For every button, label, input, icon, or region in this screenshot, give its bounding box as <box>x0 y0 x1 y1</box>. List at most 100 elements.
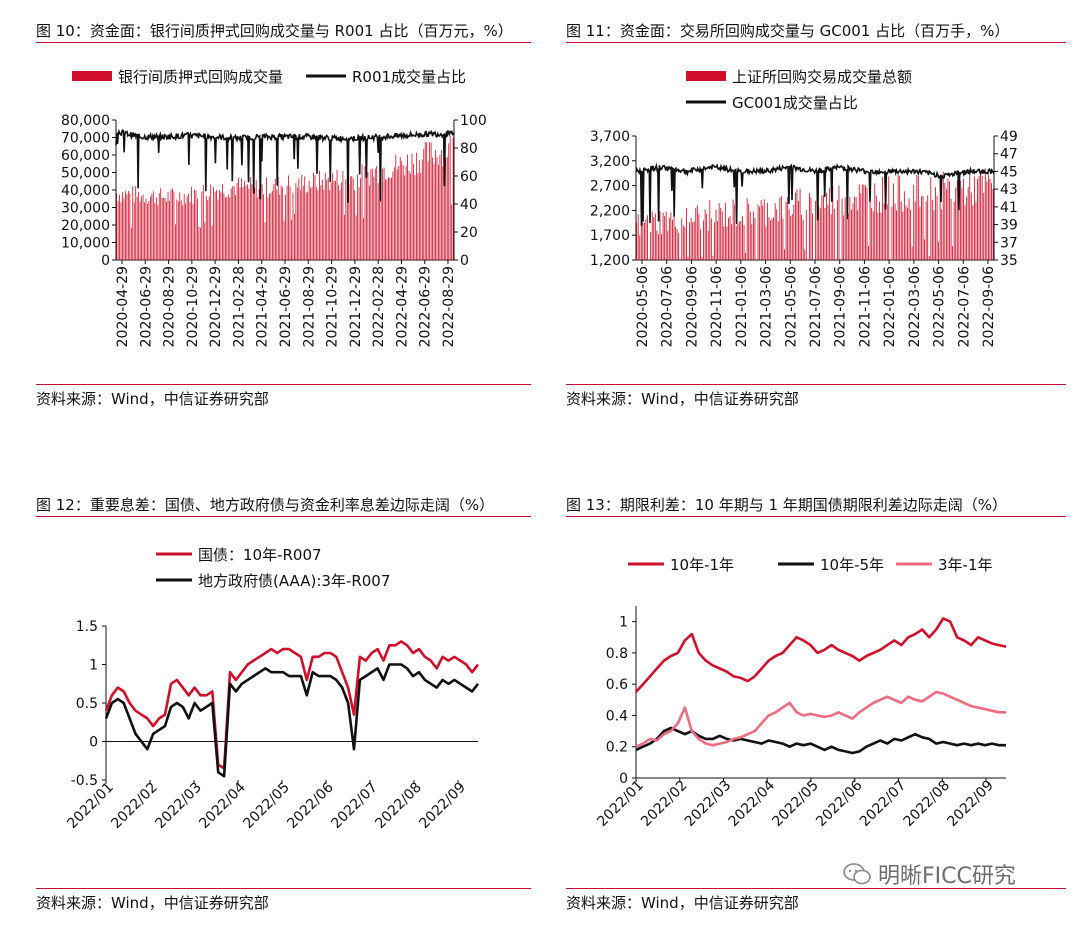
bar <box>919 206 921 260</box>
x-tick-label: 2022-01-06 <box>882 266 898 347</box>
bar <box>829 188 831 260</box>
title-rule <box>36 516 531 517</box>
bar <box>120 202 122 260</box>
bar <box>924 239 926 260</box>
bar <box>283 220 285 260</box>
bar <box>351 176 353 260</box>
bar <box>374 168 376 260</box>
bar <box>404 175 406 260</box>
bar <box>759 206 761 260</box>
bar <box>973 176 975 260</box>
bar <box>833 208 835 260</box>
x-tick-label: 2020-07-06 <box>660 266 676 347</box>
bar <box>654 213 656 260</box>
bar <box>207 200 209 260</box>
bar <box>743 225 745 260</box>
bar <box>258 188 260 260</box>
series-line <box>115 129 455 203</box>
legend-label: 国债：10年-R007 <box>198 546 322 564</box>
bar <box>793 204 795 260</box>
bar <box>338 185 339 260</box>
bar <box>399 156 401 260</box>
bar <box>930 177 932 260</box>
bar <box>657 234 659 260</box>
bar <box>861 184 863 260</box>
bar <box>138 191 140 260</box>
bar <box>913 184 915 260</box>
bar <box>712 255 714 260</box>
bar <box>808 192 810 260</box>
bar <box>335 180 336 260</box>
bar <box>673 206 675 260</box>
bar <box>326 179 328 260</box>
bar <box>681 218 683 260</box>
bar <box>345 179 347 260</box>
bar <box>420 172 422 260</box>
bar <box>700 229 701 260</box>
bar <box>857 210 859 260</box>
bar <box>771 218 773 260</box>
bar <box>305 192 307 260</box>
bar <box>899 176 901 260</box>
chart-title: 图 12：重要息差：国债、地方政府债与资金利率息差边际走阔（%） <box>36 496 495 514</box>
y-tick-label-left: 2,700 <box>590 179 630 195</box>
bar <box>405 165 407 260</box>
bar <box>289 186 291 260</box>
bar <box>780 196 782 260</box>
bar <box>198 226 200 260</box>
chart-panel-fig10: 图 10：资金面：银行间质押式回购成交量与 R001 占比（百万元，%） 银行间… <box>36 12 531 412</box>
bar <box>865 185 866 260</box>
bar <box>127 190 129 260</box>
bar <box>961 188 963 260</box>
bar <box>202 185 204 260</box>
bar <box>799 188 801 260</box>
legend-label: R001成交量占比 <box>352 68 466 86</box>
bar <box>220 192 222 260</box>
bar <box>224 197 226 260</box>
bar <box>188 193 190 260</box>
bar <box>383 167 385 260</box>
bar <box>651 211 653 260</box>
bar <box>208 196 210 260</box>
bar <box>285 194 287 260</box>
bar <box>766 202 768 260</box>
bar <box>255 179 257 260</box>
series-line <box>635 726 1006 755</box>
bar <box>897 174 899 260</box>
bar <box>195 190 197 260</box>
y-tick-label-right: 100 <box>460 113 487 129</box>
bar <box>846 206 848 260</box>
x-tick-label: 2021-10-29 <box>325 266 341 347</box>
bar <box>150 196 151 260</box>
bar <box>451 204 453 260</box>
bar <box>667 231 669 260</box>
bar <box>896 210 897 260</box>
y-tick-label-left: 70,000 <box>61 131 110 147</box>
bar <box>885 209 887 260</box>
bar <box>396 169 398 260</box>
bar <box>752 211 754 260</box>
source-note: 资料来源：Wind，中信证券研究部 <box>566 894 799 912</box>
bar <box>147 203 148 260</box>
bar <box>379 179 381 260</box>
bar <box>310 187 311 260</box>
bar <box>452 137 454 260</box>
y-tick-label-right: 39 <box>1000 218 1018 234</box>
x-tick-label: 2022/04 <box>196 779 249 832</box>
bar <box>161 197 163 260</box>
bar <box>194 189 195 260</box>
bar <box>891 207 893 260</box>
bar <box>883 203 885 260</box>
bar <box>676 229 678 260</box>
bar <box>860 193 862 260</box>
bar <box>186 196 188 260</box>
bar <box>342 171 344 260</box>
bar <box>701 257 703 260</box>
bar <box>910 209 912 260</box>
bar <box>854 196 855 260</box>
bar <box>969 168 971 260</box>
bar <box>148 200 150 260</box>
x-tick-label: 2021-04-29 <box>255 266 271 347</box>
legend-label: 10年-5年 <box>820 556 884 574</box>
x-tick-label: 2022-06-29 <box>418 266 434 347</box>
